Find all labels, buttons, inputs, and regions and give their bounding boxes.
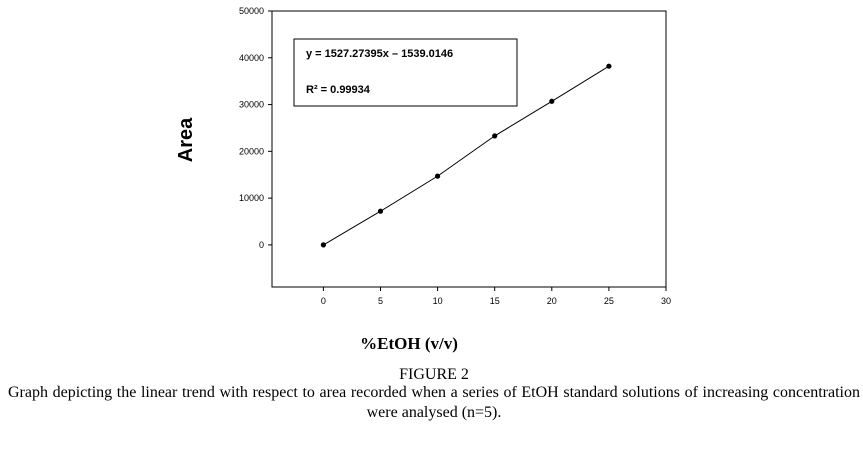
figure-caption: Graph depicting the linear trend with re… <box>8 384 860 421</box>
y-tick-label: 0 <box>259 240 264 250</box>
y-tick-label: 50000 <box>239 6 264 16</box>
figure-label: FIGURE 2 <box>399 366 469 383</box>
data-point <box>492 133 498 139</box>
x-tick-label: 10 <box>433 296 443 306</box>
x-axis-ticks: 0 5 10 15 20 25 30 <box>321 287 671 306</box>
y-tick-label: 30000 <box>239 100 264 110</box>
data-points <box>320 63 612 248</box>
trend-line <box>323 65 610 246</box>
x-tick-label: 25 <box>604 296 614 306</box>
data-point <box>320 242 326 248</box>
y-axis-ticks: 0 10000 20000 30000 40000 50000 <box>239 6 272 250</box>
x-tick-label: 30 <box>661 296 671 306</box>
r-squared-text: R² = 0.99934 <box>306 84 371 96</box>
plot-frame <box>271 10 667 288</box>
data-point <box>606 63 612 69</box>
data-point <box>434 173 441 179</box>
x-tick-label: 15 <box>490 296 500 306</box>
y-tick-label: 20000 <box>239 146 264 156</box>
data-point <box>549 98 555 104</box>
x-tick-label: 5 <box>378 296 383 306</box>
y-tick-label: 10000 <box>239 193 264 203</box>
x-tick-label: 20 <box>547 296 557 306</box>
data-point <box>377 208 384 214</box>
y-axis-label: Area <box>175 117 197 162</box>
x-tick-label: 0 <box>321 296 326 306</box>
y-tick-label: 40000 <box>239 53 264 63</box>
equation-box <box>293 38 518 107</box>
x-axis-label: %EtOH (v/v) <box>360 334 458 353</box>
equation-text: y = 1527.27395x – 1539.0146 <box>306 48 453 60</box>
